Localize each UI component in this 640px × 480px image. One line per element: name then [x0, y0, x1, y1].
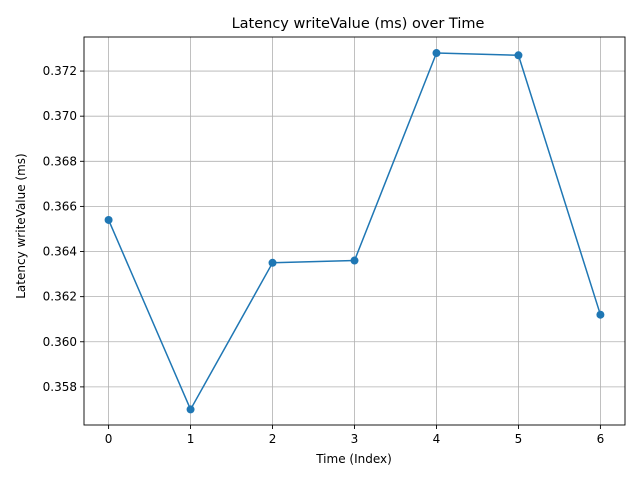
axis-ticks: 0 1 2 3 4 5 6 0.358 0.360 0.362 0.364 0.366 0.368 0.3…: [43, 64, 605, 446]
data-point: [514, 51, 523, 60]
x-axis-label: Time (Index): [315, 452, 392, 466]
y-axis-label: Latency writeValue (ms): [14, 153, 28, 299]
axes-frame: [83, 36, 626, 426]
y-tick-label: 0.372: [43, 64, 77, 78]
x-tick-label: 4: [433, 432, 441, 446]
x-tick-label: 5: [515, 432, 523, 446]
x-tick-label: 3: [351, 432, 359, 446]
data-point: [350, 256, 359, 265]
x-tick-label: 1: [187, 432, 195, 446]
x-tick-label: 2: [269, 432, 277, 446]
data-point: [432, 49, 441, 58]
grid: [84, 37, 625, 425]
y-tick-label: 0.358: [43, 380, 77, 394]
chart-title: Latency writeValue (ms) over Time: [232, 16, 485, 32]
x-tick-label: 6: [597, 432, 605, 446]
y-tick-label: 0.360: [43, 335, 77, 349]
y-tick-label: 0.368: [43, 154, 77, 168]
data-point: [596, 310, 605, 319]
data-point: [268, 258, 277, 267]
y-tick-label: 0.366: [43, 199, 77, 213]
data-point: [186, 405, 195, 414]
x-tick-label: 0: [105, 432, 113, 446]
data-point: [104, 215, 113, 224]
y-tick-label: 0.362: [43, 290, 77, 304]
y-tick-label: 0.364: [43, 245, 77, 259]
data-series: [104, 49, 605, 414]
y-tick-label: 0.370: [43, 109, 77, 123]
